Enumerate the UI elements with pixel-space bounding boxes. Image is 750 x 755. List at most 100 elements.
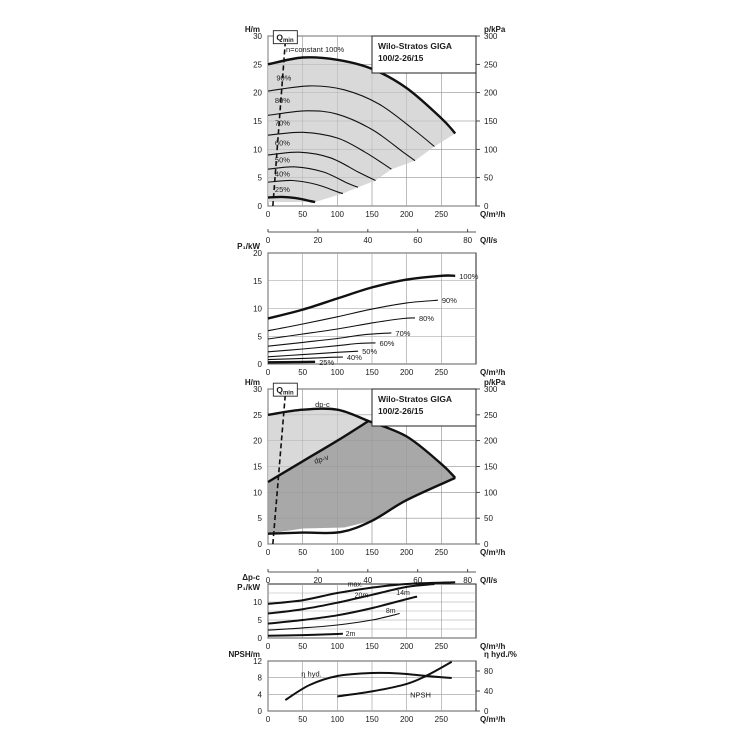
power-curves-series-label-5: 50% [362, 347, 377, 356]
power-curves-series-7 [267, 360, 316, 364]
control-mode-curves-boundary-min [267, 476, 456, 535]
npsh-efficiency-ytick-label: 0 [258, 707, 263, 716]
dpc-power-series-label-1: 20m [355, 592, 369, 599]
npsh-efficiency-ytick-label: 4 [258, 690, 263, 699]
dpc-power-series-0 [267, 581, 456, 605]
dpc-power-xlabel: Q/m³/h [480, 642, 505, 651]
control-mode-curves-ytick-label: 30 [253, 385, 262, 394]
control-mode-curves-ytick-label: 0 [258, 540, 263, 549]
power-curves-series-label-0: 100% [459, 272, 479, 281]
pump-curves-ytick-label: 30 [253, 32, 262, 41]
control-mode-curves-qmin-box [272, 382, 298, 397]
npsh-efficiency-ylabel: NPSH/m [228, 650, 260, 659]
dpc-power-xtick-label: 50 [298, 642, 307, 651]
npsh-efficiency-series-label-0: η hyd. [301, 669, 321, 678]
npsh-efficiency-xtick-label: 250 [435, 715, 449, 724]
control-mode-curves-xtick-label: 200 [400, 548, 414, 557]
pump-curves-series-3 [267, 131, 392, 170]
pump-curves-ylabel-right: p/kPa [484, 25, 506, 34]
pump-curves-secondary-xlabel: Q/l/s [480, 236, 498, 245]
power-curves-xtick-label: 200 [400, 368, 414, 377]
dpc-power-series-2 [267, 595, 418, 625]
pump-curves-series-label-4: 60% [275, 139, 290, 148]
control-mode-curves-ytick-right-label: 0 [484, 540, 489, 549]
npsh-efficiency-xlabel: Q/m³/h [480, 715, 505, 724]
control-mode-curves-ytick-label: 5 [258, 514, 263, 523]
power-curves-series-6 [267, 356, 343, 361]
pump-curves-ytick-label: 10 [253, 145, 262, 154]
dpc-power-series-3 [267, 612, 400, 631]
pump-curves-secondary-tick-label: 60 [413, 236, 422, 245]
dpc-power-series-label-0: max. [348, 582, 363, 589]
pump-curves-qmin-line [272, 41, 287, 207]
npsh-efficiency-xtick-label: 0 [266, 715, 271, 724]
pump-curves-ytick-right-label: 100 [484, 145, 498, 154]
power-curves-ytick-label: 5 [258, 332, 263, 341]
dpc-power-xtick-label: 150 [365, 642, 379, 651]
pump-curves-secondary-tick-label: 80 [463, 236, 472, 245]
pump-curves-ytick-label: 20 [253, 89, 262, 98]
pump-curves-ytick-label: 25 [253, 60, 262, 69]
control-mode-curves-ytick-right-label: 100 [484, 488, 498, 497]
npsh-efficiency-xtick-label: 150 [365, 715, 379, 724]
npsh-efficiency-ylabel-right: η hyd./% [484, 650, 517, 659]
pump-curves-ytick-right-label: 250 [484, 60, 498, 69]
control-mode-curves-dpv-region [268, 421, 456, 534]
pump-curves-series-label-0: n=constant 100% [286, 45, 345, 54]
pump-curves-xtick-label: 50 [298, 210, 307, 219]
power-curves-ytick-label: 0 [258, 360, 263, 369]
pump-curves-ytick-label: 0 [258, 202, 263, 211]
power-curves-series-5 [267, 350, 359, 358]
pump-curves-series-label-3: 70% [275, 119, 290, 128]
control-mode-curves-title-box [371, 388, 477, 427]
control-mode-curves-xtick-label: 250 [435, 548, 449, 557]
dpc-power-series-1 [267, 583, 435, 615]
power-curves-xlabel: Q/m³/h [480, 368, 505, 377]
control-mode-curves-qmin-label: Qmin [276, 385, 294, 397]
npsh-efficiency-ytick-label: 12 [253, 657, 262, 666]
pump-curves-qmin-label: Qmin [276, 33, 294, 45]
pump-curves-secondary-tick-label: 40 [363, 236, 372, 245]
pump-curves-ytick-right-label: 200 [484, 89, 498, 98]
pump-curves-series-label-5: 50% [275, 156, 290, 165]
control-mode-curves-xtick-label: 150 [365, 548, 379, 557]
power-curves-ylabel: P₁/kW [237, 242, 260, 251]
power-curves-ytick-label: 20 [253, 249, 262, 258]
npsh-efficiency-xtick-label: 50 [298, 715, 307, 724]
pump-curves-qmin-q: Q [276, 33, 283, 43]
control-mode-curves-qmin-line [272, 394, 287, 545]
npsh-efficiency-ytick-right-label: 40 [484, 687, 493, 696]
npsh-efficiency-xtick-label: 100 [331, 715, 345, 724]
control-mode-curves-secondary-tick-label: 60 [413, 576, 422, 585]
control-mode-curves-ytick-right-label: 50 [484, 514, 493, 523]
pump-curves-series-label-7: 25% [275, 185, 290, 194]
pump-curves-title: Wilo-Stratos GIGA [378, 41, 452, 51]
control-mode-curves-subtitle: 100/2-26/15 [378, 406, 424, 416]
npsh-efficiency-ytick-right-label: 0 [484, 707, 489, 716]
dpc-power-ytick-label: 5 [258, 616, 263, 625]
dpc-power-ylabel2: P₁/kW [237, 583, 260, 592]
dpc-power-xtick-label: 250 [435, 642, 449, 651]
dpc-power-ylabel: Δp-c [242, 573, 260, 582]
control-mode-curves-ytick-right-label: 300 [484, 385, 498, 394]
power-curves-series-0 [267, 274, 456, 320]
control-mode-curves-ytick-label: 20 [253, 437, 262, 446]
pump-curves-qmin-box [272, 30, 298, 45]
control-mode-curves-dpv-label: dp-v [313, 453, 330, 466]
pump-curves-qmin-sub: min [283, 38, 294, 44]
pump-curves-ytick-label: 5 [258, 174, 263, 183]
pump-curves-series-6 [267, 179, 344, 195]
control-mode-curves-secondary-tick-label: 0 [266, 576, 271, 585]
power-curves-ytick-label: 10 [253, 305, 262, 314]
control-mode-curves-ylabel-right: p/kPa [484, 378, 506, 387]
pump-curves-subtitle: 100/2-26/15 [378, 53, 424, 63]
pump-curves-ytick-right-label: 0 [484, 202, 489, 211]
power-curves-xtick-label: 250 [435, 368, 449, 377]
power-curves-series-label-3: 70% [395, 329, 410, 338]
dpc-power-xtick-label: 200 [400, 642, 414, 651]
power-curves-series-label-1: 90% [442, 296, 457, 305]
control-mode-curves-ytick-label: 15 [253, 463, 262, 472]
power-curves-series-3 [267, 332, 392, 347]
